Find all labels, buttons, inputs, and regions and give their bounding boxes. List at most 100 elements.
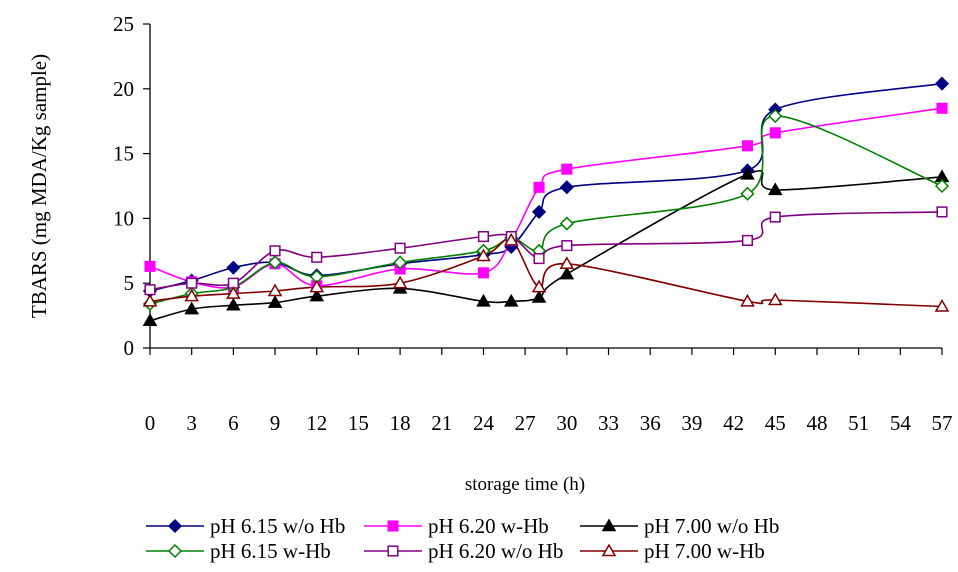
data-point [144,284,156,296]
x-tick-label: 36 [640,411,661,435]
data-point [741,234,754,246]
data-point [531,204,547,219]
y-tick-label: 10 [113,206,134,230]
x-tick-label: 3 [186,411,197,435]
y-tick-label: 15 [113,142,134,166]
data-point [559,256,575,270]
data-point [476,293,491,307]
y-tick-label: 0 [124,336,135,360]
data-point [267,295,283,308]
x-tick-label: 33 [598,411,619,435]
y-axis-label: TBARS (mg MDA/Kg sample) [27,54,51,318]
data-point [477,230,490,243]
y-tick-label: 25 [113,12,134,36]
data-point [559,266,575,280]
data-point [503,232,519,246]
series-markers [142,76,950,327]
data-point [740,186,755,201]
data-point [561,240,573,252]
data-point [936,102,948,114]
data-point [226,286,241,299]
data-point [309,279,325,293]
series-lines [149,82,943,322]
x-tick-label: 24 [473,411,495,435]
data-point [144,260,156,272]
data-point [394,242,406,254]
data-point [393,255,408,270]
data-point [186,277,198,289]
axes [149,24,942,349]
series-line-3 [149,169,943,322]
legend-marker [601,518,617,532]
x-tick-label: 39 [681,411,702,435]
legend-label: pH 7.00 w-Hb [644,539,765,563]
data-point [267,255,283,270]
legend-marker [167,518,183,534]
data-point [767,182,783,196]
x-axis-label: storage time (h) [465,474,585,495]
data-point [142,293,158,307]
y-tick-label: 20 [113,77,134,101]
x-tick-label: 54 [890,411,912,435]
legend: pH 6.15 w/o Hb pH 6.20 w-Hb pH 7.00 w/o Hb… [146,514,779,563]
x-tick-label: 51 [848,411,869,435]
x-tick-label: 45 [765,411,786,435]
legend-label: pH 6.20 w/o Hb [428,539,563,563]
legend-label: pH 6.15 w/o Hb [210,514,345,538]
x-tick-label: 12 [306,411,327,435]
data-point [769,211,781,223]
data-point [768,108,783,124]
data-point [533,181,545,193]
x-tick-label: 15 [348,411,369,435]
x-tick-label: 30 [556,411,577,435]
data-point [561,163,573,175]
data-point [741,140,754,152]
x-tick-label: 0 [145,411,156,435]
data-point [267,283,283,297]
data-point [269,245,281,257]
x-tick-label: 27 [515,411,536,435]
x-tick-label: 42 [723,411,744,435]
data-point [934,299,950,312]
data-point [936,206,948,218]
data-point [309,288,325,302]
data-point [184,288,199,302]
data-point [392,275,408,289]
data-point [559,216,574,231]
y-ticks: 0 5 10 15 20 25 [113,12,150,360]
data-point [531,279,547,293]
legend-label: pH 7.00 w/o Hb [644,514,779,538]
data-point [740,293,755,307]
data-point [533,253,545,265]
legend-label: pH 6.20 w-Hb [428,514,549,538]
x-tick-label: 48 [806,411,827,435]
data-point [934,76,950,91]
x-tick-label: 21 [431,411,452,435]
legend-label: pH 6.15 w-Hb [210,539,331,563]
data-point [476,248,491,262]
x-tick-label: 6 [228,411,239,435]
data-point [934,178,950,194]
x-tick-label: 57 [932,411,953,435]
data-point [142,313,158,327]
series-line-2 [149,107,943,289]
data-point [503,293,519,307]
data-point [311,251,323,263]
data-point [559,180,574,195]
data-point [740,166,755,180]
x-ticks: 0 3 6 9 12 15 18 21 24 27 30 33 36 39 42 45 48 51 54 57 [145,348,953,435]
data-point [226,260,241,275]
series-line-4 [149,115,943,305]
series-line-5 [149,211,943,291]
data-point [477,267,490,279]
data-point [184,301,199,315]
x-tick-label: 9 [270,411,281,435]
data-point [769,127,781,139]
series-line-6 [149,238,943,308]
data-point [767,292,783,306]
legend-marker [167,543,183,559]
data-point [531,289,547,303]
legend-marker [387,545,399,557]
y-tick-label: 5 [124,271,135,295]
